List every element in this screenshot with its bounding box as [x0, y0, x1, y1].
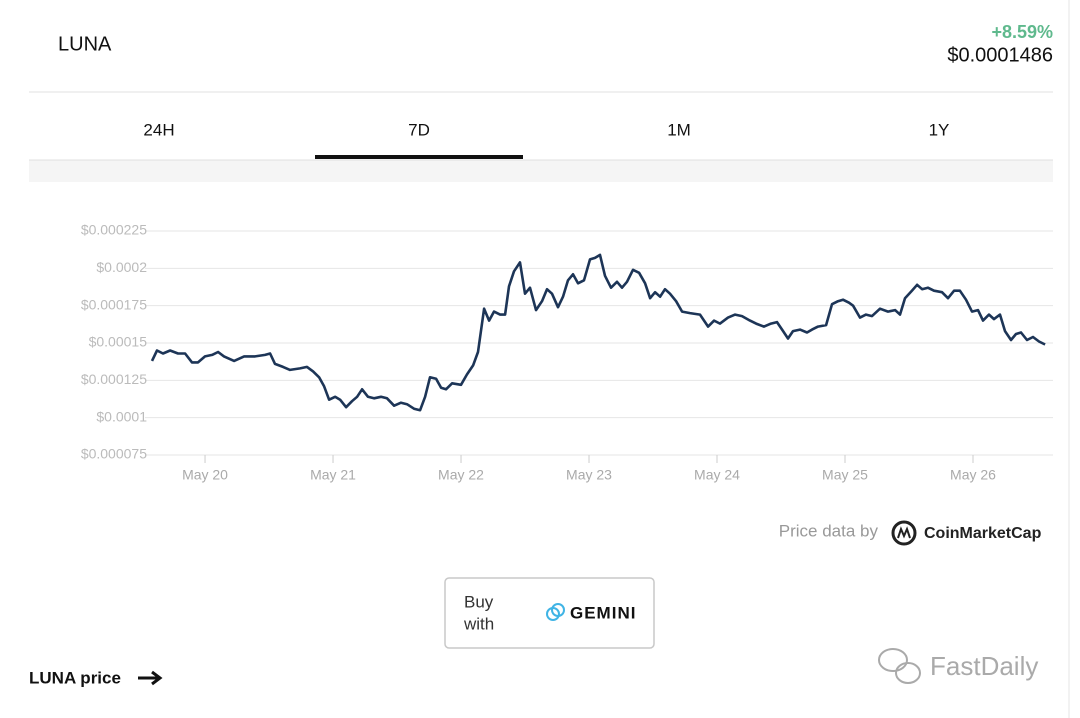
plot: $0.000075 $0.0001 $0.000125 $0.00015 $0.0001… [81, 222, 1053, 483]
price-change: +8.59% [991, 22, 1053, 42]
y-tick-label: $0.000075 [81, 446, 147, 462]
watermark-icon [895, 662, 921, 684]
buy-text: Buy [464, 592, 494, 611]
y-tick-label: $0.000225 [81, 222, 147, 238]
band [29, 160, 1053, 182]
x-tick-label: May 23 [566, 467, 612, 483]
x-tick-label: May 21 [310, 467, 356, 483]
watermark: FastDaily [930, 651, 1038, 681]
arrow [138, 670, 163, 686]
footer-link[interactable]: LUNA price [29, 668, 121, 687]
cmc-logo [891, 520, 917, 546]
x-tick-label: May 26 [950, 467, 996, 483]
tab[interactable]: 24H [143, 120, 174, 139]
y-tick-label: $0.000175 [81, 296, 147, 312]
x-tick-label: May 24 [694, 467, 740, 483]
x-tick-label: May 22 [438, 467, 484, 483]
attribution-prefix: Price data by [779, 521, 879, 540]
x-tick-label: May 25 [822, 467, 868, 483]
active-tab-underline [315, 155, 523, 159]
gemini-brand: GEMINI [570, 603, 636, 622]
price: $0.0001486 [947, 44, 1053, 66]
tab[interactable]: 1M [667, 120, 691, 139]
gemini-logo [551, 603, 565, 617]
y-tick-label: $0.0002 [96, 259, 147, 275]
buy-button[interactable] [444, 577, 655, 649]
y-tick-label: $0.000125 [81, 371, 147, 387]
tab[interactable]: 7D [408, 120, 430, 139]
buy-text: with [463, 614, 494, 633]
cmc-logo-mark [897, 526, 911, 539]
coin-name: LUNA [58, 33, 112, 55]
y-tick-label: $0.00015 [89, 334, 148, 350]
attribution-brand: CoinMarketCap [924, 525, 1042, 542]
y-tick-label: $0.0001 [96, 408, 147, 424]
x-tick-label: May 20 [182, 467, 228, 483]
tab[interactable]: 1Y [929, 120, 950, 139]
watermark-icon [878, 648, 908, 672]
price-line [150, 253, 1046, 412]
tabs: 24H 7D 1M 1Y [143, 120, 949, 139]
